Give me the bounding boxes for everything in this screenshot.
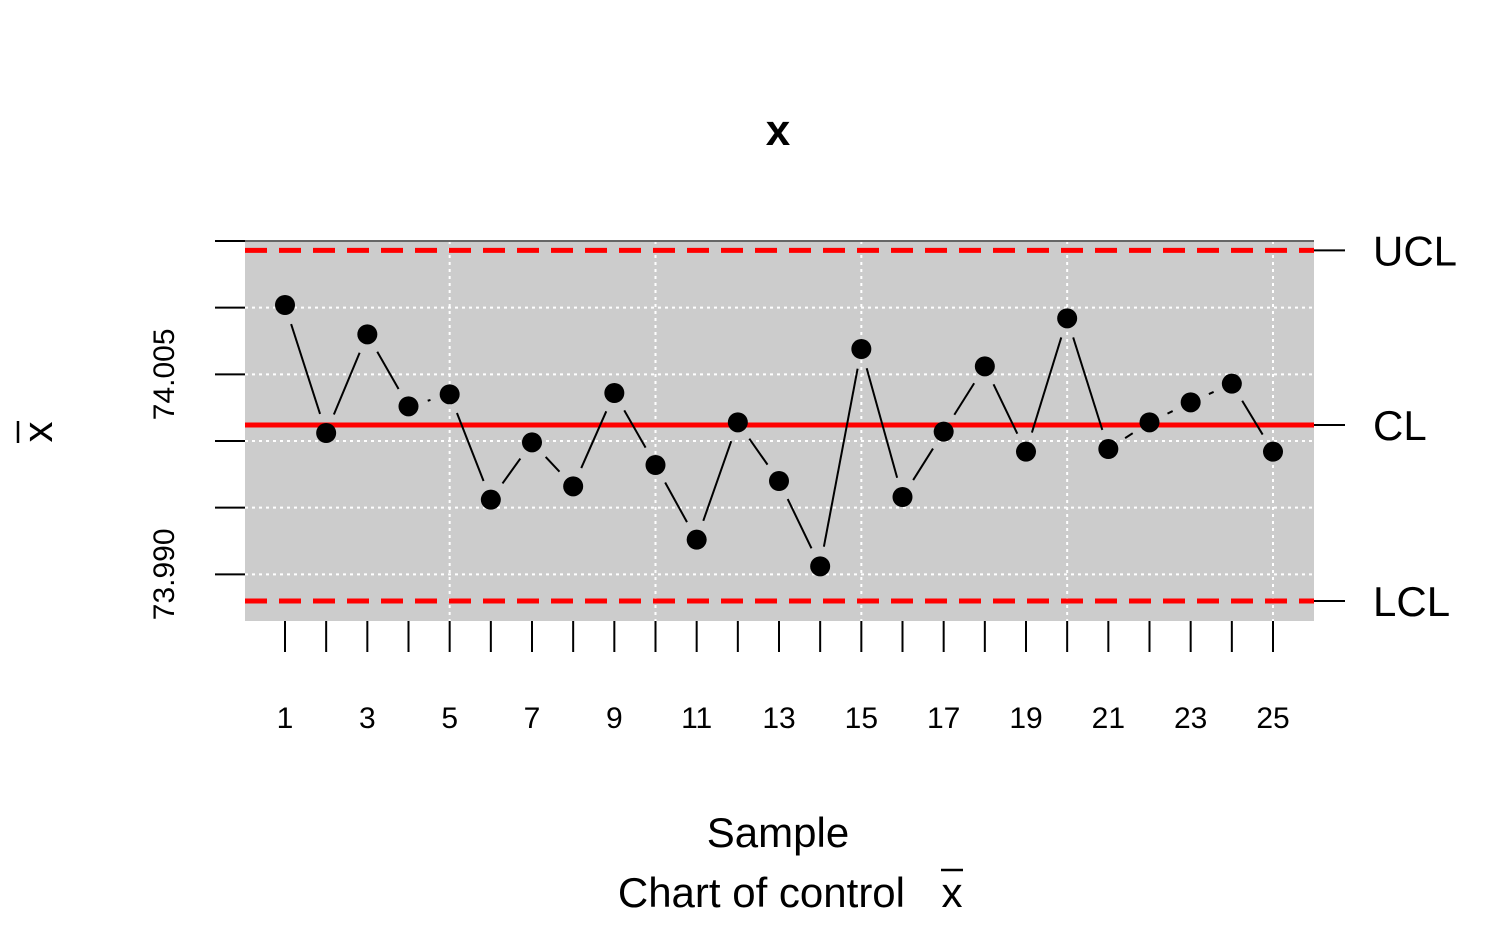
data-point	[686, 529, 707, 550]
x-tick-label: 9	[606, 702, 623, 735]
x-tick-label: 21	[1092, 702, 1125, 735]
data-point	[810, 556, 831, 577]
series-segment	[456, 412, 485, 482]
data-point	[522, 432, 542, 453]
subtitle-xbar-symbol: x	[942, 869, 963, 916]
series-segment	[623, 409, 647, 449]
data-point	[645, 455, 666, 475]
data-point	[316, 423, 337, 443]
data-point	[974, 356, 995, 377]
x-tick-label: 23	[1174, 702, 1207, 735]
chart-title: x	[766, 106, 791, 155]
x-axis: 1 3 5 7 9 11 13 15 17 19 21 23 25	[277, 621, 1290, 735]
x-axis-label: Sample	[707, 809, 849, 856]
x-tick-label: 19	[1009, 702, 1042, 735]
data-point	[933, 421, 954, 442]
series-segment	[953, 382, 976, 416]
data-point	[1098, 439, 1119, 459]
data-point	[1139, 412, 1160, 433]
x-tick-label: 17	[927, 702, 960, 735]
data-point	[1263, 441, 1283, 462]
series-segment	[332, 352, 361, 415]
data-point	[727, 412, 748, 433]
data-point	[357, 324, 378, 345]
data-point	[563, 476, 584, 497]
limit-labels-axis: UCL CL LCL	[1314, 227, 1457, 625]
series-segment	[865, 368, 899, 478]
data-point	[604, 383, 625, 403]
x-tick-label: 7	[524, 702, 541, 735]
grid	[245, 240, 1314, 621]
data-point	[1057, 308, 1078, 329]
series-segment	[1208, 391, 1215, 395]
data-point	[851, 339, 872, 359]
x-tick-label: 15	[845, 702, 878, 735]
series-segment	[1030, 337, 1063, 433]
data-point	[1016, 441, 1036, 462]
plot-panel	[245, 241, 1314, 621]
data-point	[769, 471, 789, 491]
series-segment	[1241, 400, 1264, 436]
y-axis: 73.990 74.005	[148, 240, 245, 620]
chart-subtitle: Chart of control x	[618, 868, 963, 916]
series-segment	[1072, 337, 1104, 431]
x-tick-label: 25	[1256, 702, 1289, 735]
y-tick-label: 73.990	[148, 528, 181, 620]
series-segment	[1167, 410, 1174, 415]
series-segment	[822, 368, 859, 547]
series-segment	[376, 351, 400, 390]
series-segment	[992, 383, 1019, 435]
subtitle-words: Chart of control	[618, 869, 905, 916]
series-segment	[1124, 432, 1134, 439]
data-point	[275, 295, 295, 315]
data-point	[439, 384, 460, 405]
series-segment	[544, 456, 561, 473]
series-segment	[580, 410, 608, 469]
series-segment	[912, 448, 934, 481]
x-tick-label: 1	[277, 702, 294, 735]
series-segment	[501, 457, 522, 485]
subtitle-text: Chart of control	[618, 869, 905, 916]
data-point	[480, 489, 501, 510]
x-tick-label: 5	[441, 702, 458, 735]
data-point	[398, 396, 419, 417]
series-segment	[427, 398, 431, 402]
lcl-label: LCL	[1373, 578, 1450, 625]
data-point	[892, 487, 913, 507]
x-tick-label: 11	[681, 702, 712, 735]
x-tick-label: 3	[359, 702, 376, 735]
data-point	[1180, 392, 1201, 413]
y-axis-label-text: x	[14, 422, 61, 443]
y-tick-label: 74.005	[148, 328, 181, 420]
ucl-label: UCL	[1373, 227, 1457, 274]
series-segment	[664, 482, 688, 523]
data-point	[1221, 373, 1242, 394]
series-segment	[748, 438, 769, 466]
sample-means-series	[275, 295, 1283, 577]
series-segment	[290, 323, 321, 415]
x-tick-label: 13	[762, 702, 795, 735]
series-segment	[786, 498, 813, 549]
cl-label: CL	[1373, 402, 1427, 449]
control-limits	[245, 247, 1314, 604]
series-segment	[702, 440, 733, 522]
y-axis-label: x	[14, 421, 61, 443]
